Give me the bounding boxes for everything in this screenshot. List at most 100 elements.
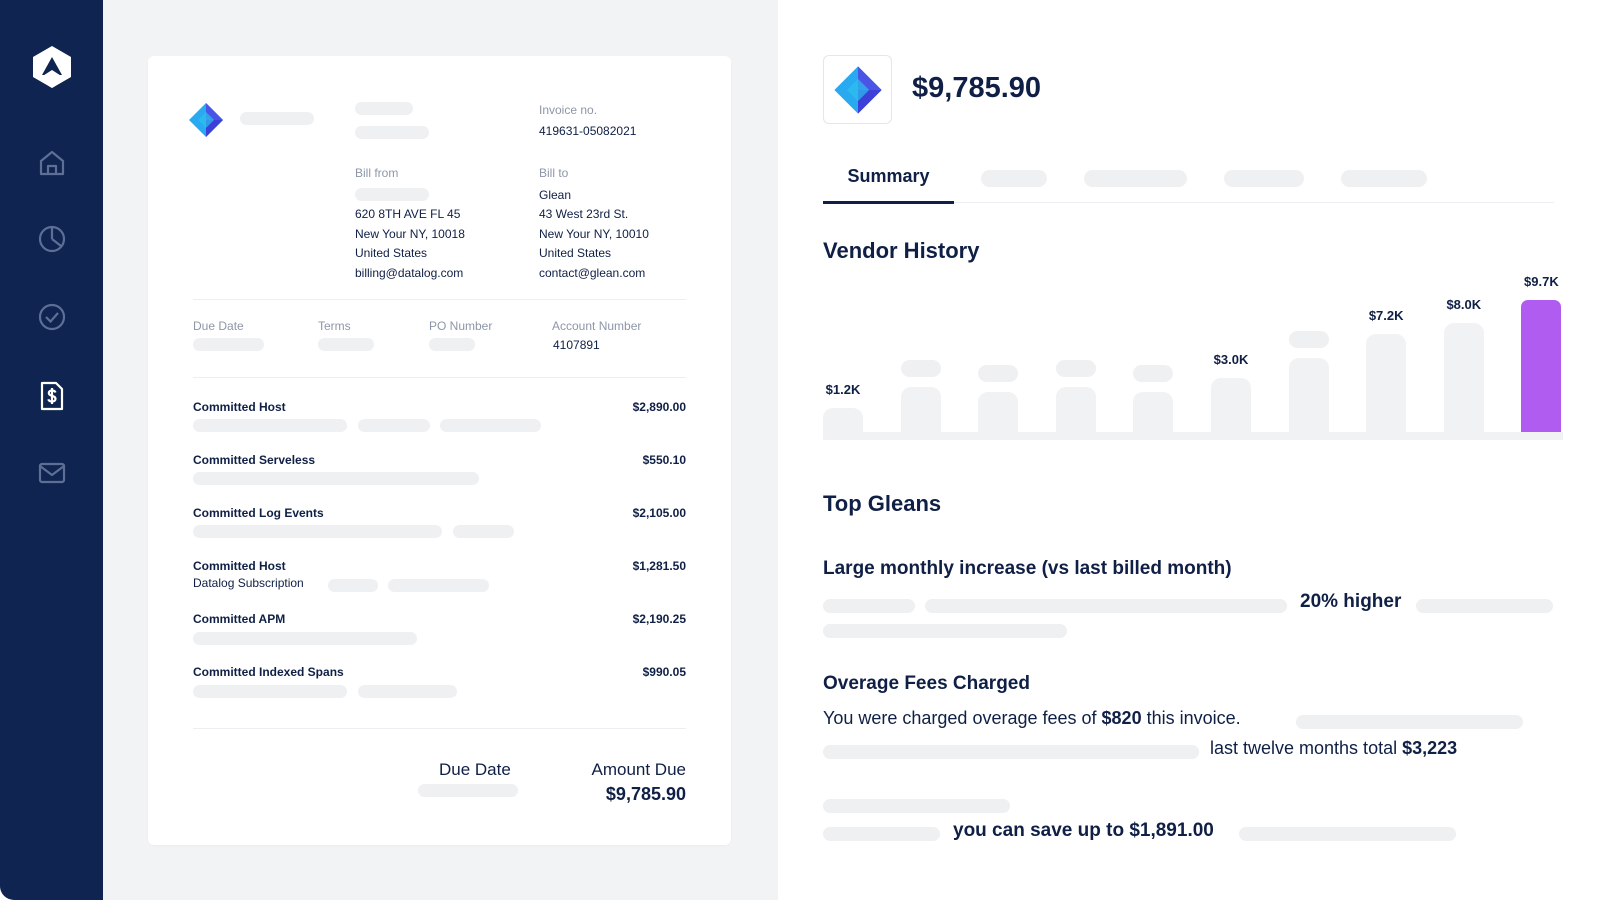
chart-bar-label: $3.0K [1213, 352, 1249, 367]
terms-label: Terms [318, 319, 351, 333]
tab-divider [954, 202, 1554, 203]
placeholder [823, 624, 1067, 638]
chart-bar[interactable] [1133, 392, 1174, 432]
line-item-name: Committed Serveless [193, 453, 316, 467]
bill-to-line: Glean [539, 187, 572, 202]
placeholder [388, 579, 489, 592]
chart-label-placeholder [1055, 360, 1096, 377]
placeholder [823, 745, 1199, 759]
line-item-amount: $2,190.25 [632, 612, 686, 626]
placeholder [358, 685, 457, 698]
tab-summary[interactable]: Summary [847, 166, 930, 186]
placeholder [193, 525, 442, 538]
footer-amount-due: $9,785.90 [605, 784, 686, 804]
placeholder [1416, 599, 1553, 613]
placeholder [418, 784, 518, 797]
overage-title: Overage Fees Charged [823, 673, 1030, 694]
account-number: 4107891 [553, 338, 600, 352]
chart-bar[interactable] [1521, 300, 1562, 432]
chart-bar[interactable] [823, 408, 863, 432]
tab-placeholder[interactable] [1224, 170, 1304, 187]
chart-label-placeholder [900, 360, 941, 377]
placeholder [453, 525, 514, 538]
sidebar [0, 0, 103, 900]
divider [193, 299, 686, 300]
bill-to-email: contact@glean.com [539, 265, 646, 280]
placeholder [193, 338, 264, 351]
line-item-name: Committed Log Events [193, 506, 324, 520]
line-item-name: Committed APM [193, 612, 286, 626]
tab-active-indicator [823, 201, 954, 204]
placeholder [193, 472, 479, 485]
placeholder [240, 112, 314, 125]
invoice-document: Invoice no. 419631-05082021 Bill from 62… [148, 56, 731, 845]
chart-bar[interactable] [1211, 378, 1251, 432]
chart-baseline [823, 432, 1563, 440]
invoice-no-label: Invoice no. [539, 103, 598, 117]
vendor-logo [823, 55, 892, 124]
po-number-label: PO Number [429, 319, 493, 333]
bill-from-line: United States [355, 246, 428, 260]
bill-to-line: 43 West 23rd St. [539, 207, 629, 221]
save-text: you can save up to $1,891.00 [953, 820, 1214, 841]
placeholder [925, 599, 1287, 613]
line-item-amount: $1,281.50 [632, 559, 686, 573]
placeholder [355, 126, 429, 139]
increase-value: 20% higher [1300, 591, 1402, 612]
tab-placeholder[interactable] [1341, 170, 1427, 187]
placeholder [440, 419, 541, 432]
chart-bar[interactable] [1055, 387, 1096, 432]
chart-bar[interactable] [900, 387, 941, 432]
vendor-history-chart: $1.2K $3.0K $7.2K $8.0K $9.7K [823, 270, 1563, 440]
clock-icon[interactable] [35, 222, 69, 256]
bill-from-line: 620 8TH AVE FL 45 [355, 207, 461, 221]
vendor-logo-icon [833, 65, 882, 114]
bill-from-line: New Your NY, 10018 [355, 226, 465, 241]
chart-bar-label: $9.7K [1524, 274, 1559, 289]
chart-bar[interactable] [1366, 334, 1407, 432]
chart-bar[interactable] [1443, 323, 1484, 432]
mail-icon[interactable] [35, 456, 69, 490]
chart-label-placeholder [1133, 365, 1174, 382]
divider [193, 728, 686, 729]
bill-from-label: Bill from [355, 166, 399, 180]
chart-bar-label: $7.2K [1368, 308, 1404, 323]
placeholder [823, 799, 1010, 813]
due-date-label: Due Date [193, 319, 244, 333]
placeholder [328, 579, 378, 592]
bill-to-line: New Your NY, 10010 [539, 226, 649, 241]
twelve-months-text: last twelve months total $3,223 [1210, 738, 1458, 758]
line-item-amount: $550.10 [642, 453, 686, 467]
line-item-name: Committed Indexed Spans [193, 665, 344, 679]
placeholder [355, 102, 413, 115]
placeholder [429, 338, 475, 351]
chart-bar[interactable] [1288, 358, 1329, 432]
check-circle-icon[interactable] [35, 300, 69, 334]
increase-title: Large monthly increase (vs last billed m… [823, 558, 1232, 579]
footer-amount-due-label: Amount Due [591, 760, 687, 779]
chart-bar[interactable] [978, 392, 1019, 432]
placeholder [1239, 827, 1456, 841]
chart-label-placeholder [1288, 331, 1329, 348]
placeholder [193, 419, 347, 432]
line-item-name: Committed Host [193, 559, 286, 573]
twelve-months-amount: $3,223 [1402, 738, 1458, 758]
home-icon[interactable] [35, 146, 69, 180]
chart-label-placeholder [978, 365, 1019, 382]
overage-amount: $820 [1101, 708, 1142, 728]
tab-placeholder[interactable] [981, 170, 1047, 187]
vendor-logo-icon [188, 102, 224, 143]
line-item-amount: $990.05 [642, 665, 686, 679]
invoice-dollar-icon[interactable] [35, 379, 69, 413]
overage-text: You were charged overage fees of $820 th… [823, 708, 1241, 728]
placeholder [193, 632, 417, 645]
glean-logo-icon[interactable] [30, 44, 74, 90]
line-item-name: Committed Host [193, 400, 286, 414]
tab-placeholder[interactable] [1084, 170, 1187, 187]
bill-to-line: United States [539, 246, 612, 260]
line-item-amount: $2,105.00 [632, 506, 686, 520]
footer-due-date-label: Due Date [439, 760, 511, 779]
placeholder [358, 419, 430, 432]
vendor-history-title: Vendor History [823, 238, 980, 263]
placeholder [193, 685, 347, 698]
